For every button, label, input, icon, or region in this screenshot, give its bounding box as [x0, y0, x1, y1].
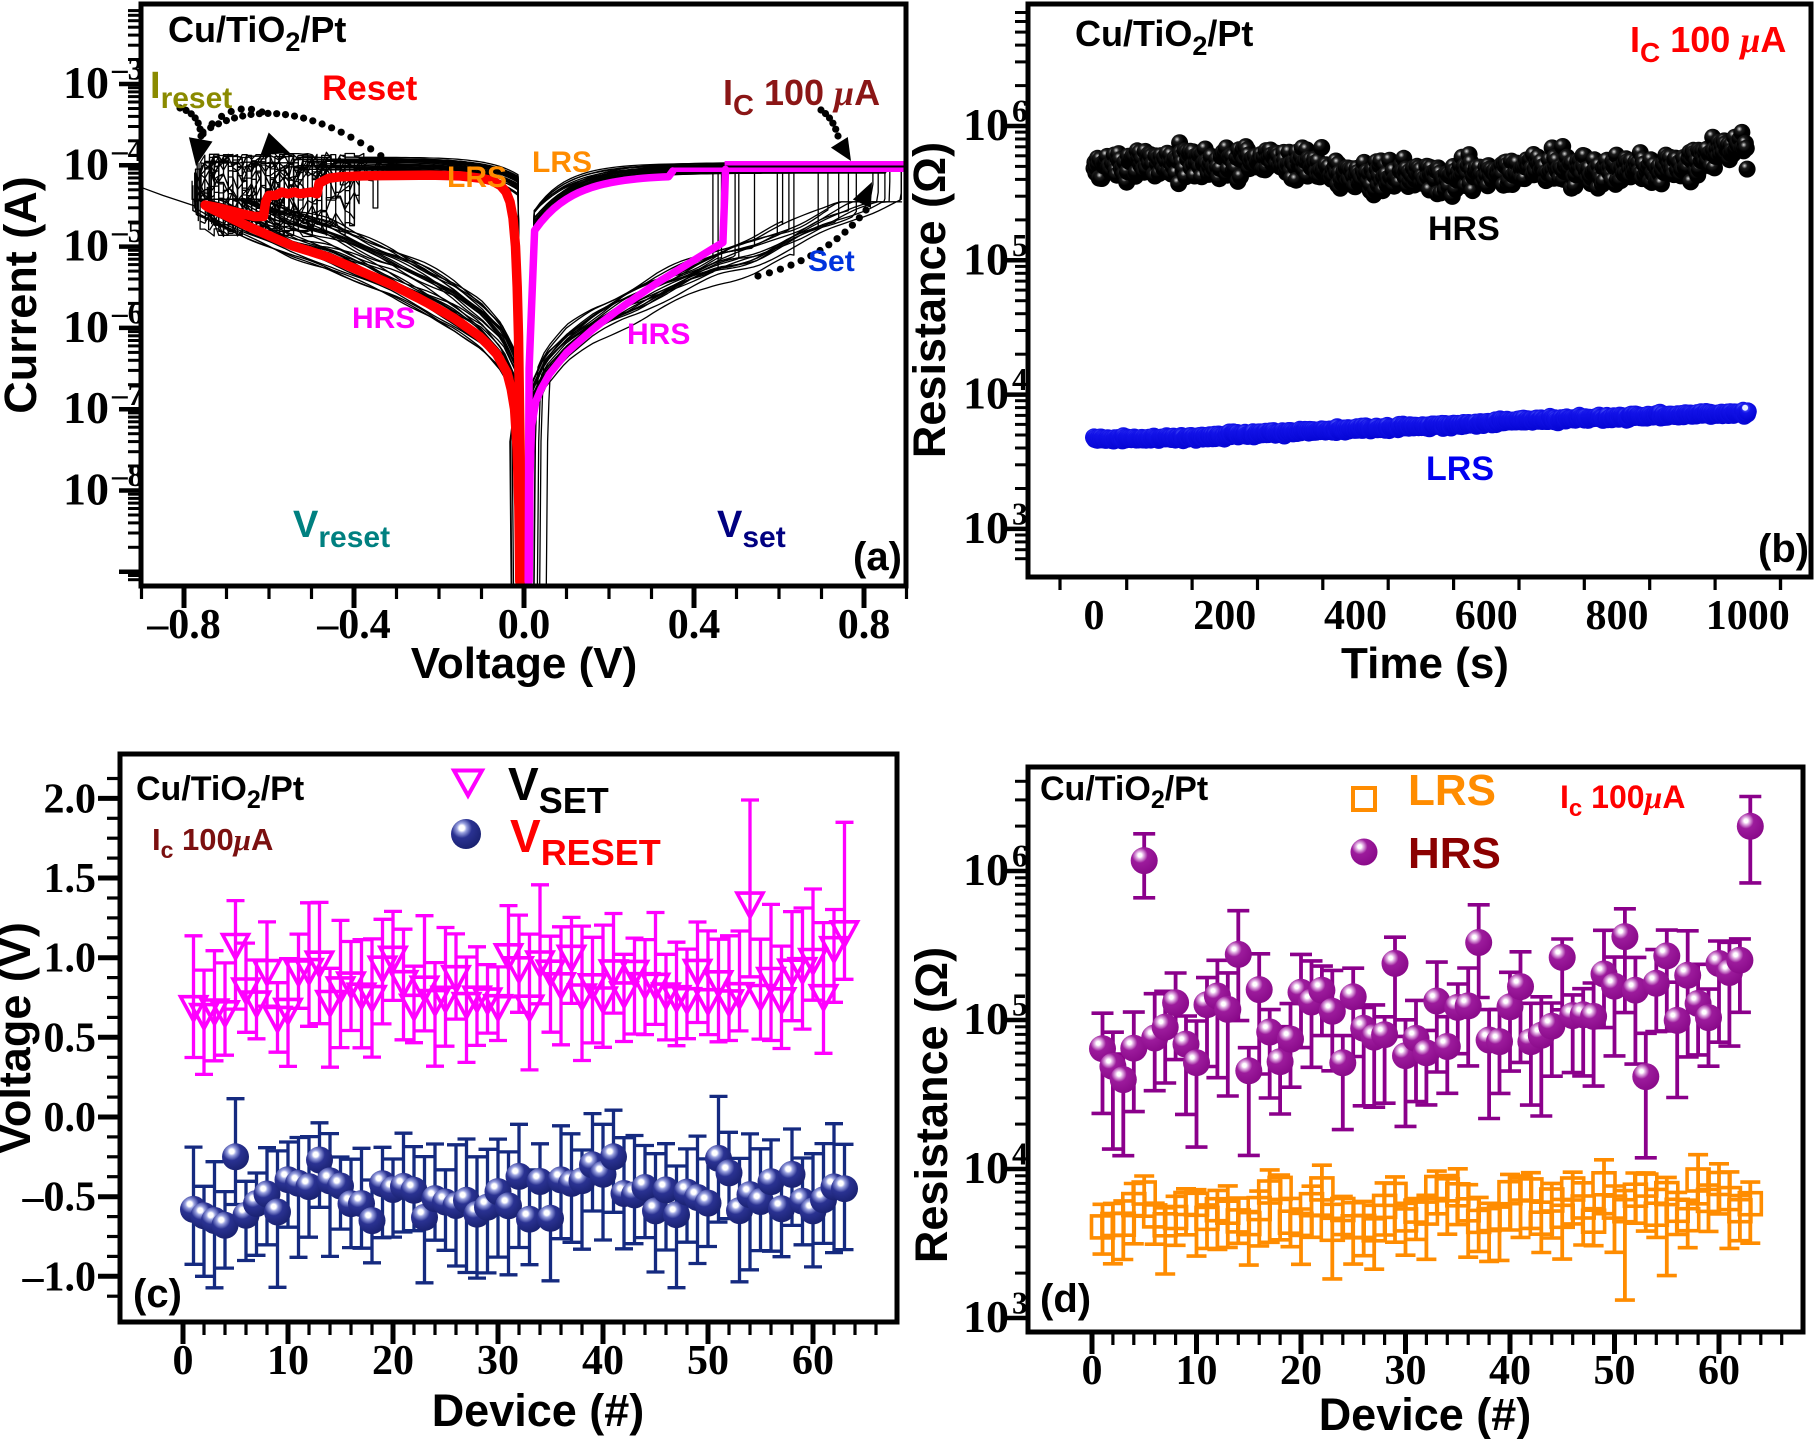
- svg-text:HRS: HRS: [1428, 210, 1500, 248]
- svg-text:Voltage (V): Voltage (V): [0, 922, 40, 1154]
- svg-text:2.0: 2.0: [44, 776, 97, 822]
- svg-text:–0.4: –0.4: [316, 602, 391, 648]
- svg-text:10: 10: [963, 233, 1009, 284]
- svg-text:–5: –5: [111, 214, 143, 249]
- svg-text:10: 10: [63, 220, 109, 271]
- svg-text:Cu/TiO2/Pt: Cu/TiO2/Pt: [136, 770, 304, 814]
- svg-text:10: 10: [963, 99, 1009, 150]
- svg-text:0: 0: [1082, 1348, 1103, 1394]
- svg-text:0: 0: [1084, 593, 1105, 639]
- svg-text:10: 10: [963, 1142, 1009, 1193]
- svg-text:0: 0: [173, 1338, 194, 1384]
- svg-text:(a): (a): [853, 535, 902, 579]
- svg-text:Current (A): Current (A): [0, 176, 46, 413]
- svg-text:IC 100 μA: IC 100 μA: [1630, 19, 1786, 68]
- svg-text:1.0: 1.0: [44, 936, 97, 982]
- svg-text:6: 6: [1012, 94, 1028, 129]
- svg-text:600: 600: [1455, 593, 1518, 639]
- svg-text:0.5: 0.5: [44, 1015, 97, 1061]
- svg-text:10: 10: [963, 993, 1009, 1044]
- svg-text:60: 60: [792, 1338, 834, 1384]
- svg-text:HRS: HRS: [1408, 829, 1501, 878]
- svg-text:Resistance (Ω): Resistance (Ω): [904, 142, 955, 458]
- svg-text:–4: –4: [111, 133, 144, 168]
- svg-text:Voltage (V): Voltage (V): [411, 639, 638, 688]
- svg-text:–8: –8: [111, 458, 143, 493]
- svg-text:LRS: LRS: [447, 161, 507, 194]
- svg-text:1.5: 1.5: [44, 856, 97, 902]
- svg-text:HRS: HRS: [627, 318, 690, 351]
- svg-text:10: 10: [963, 844, 1009, 895]
- svg-text:10: 10: [267, 1338, 309, 1384]
- svg-text:(c): (c): [133, 1272, 182, 1316]
- svg-text:60: 60: [1698, 1348, 1740, 1394]
- svg-text:800: 800: [1586, 593, 1649, 639]
- svg-text:Cu/TiO2/Pt: Cu/TiO2/Pt: [1040, 770, 1208, 814]
- svg-text:10: 10: [63, 301, 109, 352]
- svg-text:LRS: LRS: [532, 146, 592, 179]
- svg-text:Reset: Reset: [322, 69, 418, 108]
- svg-text:10: 10: [963, 1291, 1009, 1342]
- svg-text:–0.8: –0.8: [146, 602, 221, 648]
- svg-text:5: 5: [1012, 228, 1028, 263]
- svg-text:–7: –7: [111, 377, 143, 412]
- svg-text:Device (#): Device (#): [1319, 1389, 1532, 1439]
- svg-text:10: 10: [63, 382, 109, 433]
- svg-text:50: 50: [687, 1338, 729, 1384]
- svg-text:0.8: 0.8: [838, 602, 891, 648]
- svg-text:400: 400: [1324, 593, 1387, 639]
- svg-text:6: 6: [1012, 839, 1028, 874]
- svg-text:20: 20: [1280, 1348, 1322, 1394]
- svg-text:–1.0: –1.0: [22, 1254, 97, 1300]
- svg-text:20: 20: [372, 1338, 414, 1384]
- svg-text:40: 40: [582, 1338, 624, 1384]
- svg-text:Ireset: Ireset: [150, 65, 232, 115]
- svg-text:30: 30: [477, 1338, 519, 1384]
- svg-text:40: 40: [1489, 1348, 1531, 1394]
- svg-text:10: 10: [963, 368, 1009, 419]
- svg-text:Vreset: Vreset: [293, 504, 390, 554]
- svg-text:Ic 100μA: Ic 100μA: [152, 822, 273, 863]
- svg-text:IC 100 μA: IC 100 μA: [723, 72, 880, 122]
- svg-text:Cu/TiO2/Pt: Cu/TiO2/Pt: [168, 9, 346, 57]
- svg-text:(d): (d): [1040, 1277, 1091, 1321]
- svg-text:50: 50: [1594, 1348, 1636, 1394]
- svg-text:Set: Set: [808, 245, 855, 278]
- svg-text:LRS: LRS: [1408, 766, 1496, 815]
- svg-text:1000: 1000: [1706, 593, 1790, 639]
- svg-text:–6: –6: [111, 296, 143, 331]
- svg-text:10: 10: [63, 57, 109, 108]
- svg-text:3: 3: [1012, 1286, 1028, 1321]
- svg-text:–0.5: –0.5: [22, 1175, 97, 1221]
- svg-text:LRS: LRS: [1426, 450, 1494, 488]
- svg-text:Resistance (Ω): Resistance (Ω): [906, 947, 957, 1263]
- svg-text:200: 200: [1193, 593, 1256, 639]
- svg-text:0.4: 0.4: [668, 602, 721, 648]
- svg-text:(b): (b): [1758, 527, 1809, 571]
- svg-text:Vset: Vset: [717, 504, 786, 554]
- svg-text:0.0: 0.0: [498, 602, 551, 648]
- svg-text:10: 10: [1176, 1348, 1218, 1394]
- svg-text:Time (s): Time (s): [1341, 639, 1509, 688]
- svg-text:0.0: 0.0: [44, 1095, 97, 1141]
- svg-text:5: 5: [1012, 988, 1028, 1023]
- svg-text:Ic 100μA: Ic 100μA: [1560, 779, 1685, 822]
- svg-text:10: 10: [63, 138, 109, 189]
- svg-text:4: 4: [1012, 1137, 1028, 1172]
- svg-text:30: 30: [1385, 1348, 1427, 1394]
- svg-text:4: 4: [1012, 362, 1028, 397]
- svg-text:Cu/TiO2/Pt: Cu/TiO2/Pt: [1075, 13, 1253, 61]
- svg-text:10: 10: [63, 464, 109, 515]
- svg-text:10: 10: [963, 502, 1009, 553]
- svg-text:Device (#): Device (#): [432, 1385, 645, 1436]
- svg-text:HRS: HRS: [352, 302, 415, 335]
- svg-text:3: 3: [1012, 497, 1028, 532]
- svg-text:–3: –3: [111, 52, 143, 87]
